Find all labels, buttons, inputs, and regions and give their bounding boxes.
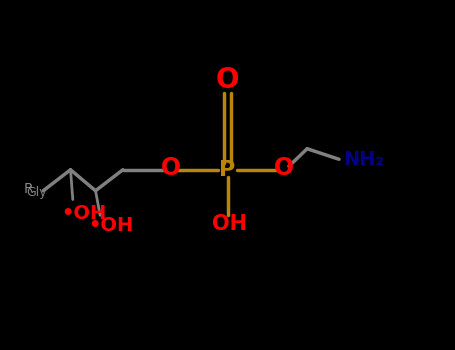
Text: Gly: Gly — [26, 186, 47, 199]
Text: R: R — [23, 182, 33, 196]
Text: O: O — [274, 156, 294, 180]
Text: P: P — [219, 160, 236, 180]
Text: OH: OH — [212, 214, 247, 234]
Text: •OH: •OH — [89, 216, 134, 235]
Text: O: O — [216, 66, 239, 94]
Text: O: O — [161, 156, 181, 180]
Text: NH₂: NH₂ — [344, 150, 384, 169]
Text: •OH: •OH — [61, 204, 106, 223]
